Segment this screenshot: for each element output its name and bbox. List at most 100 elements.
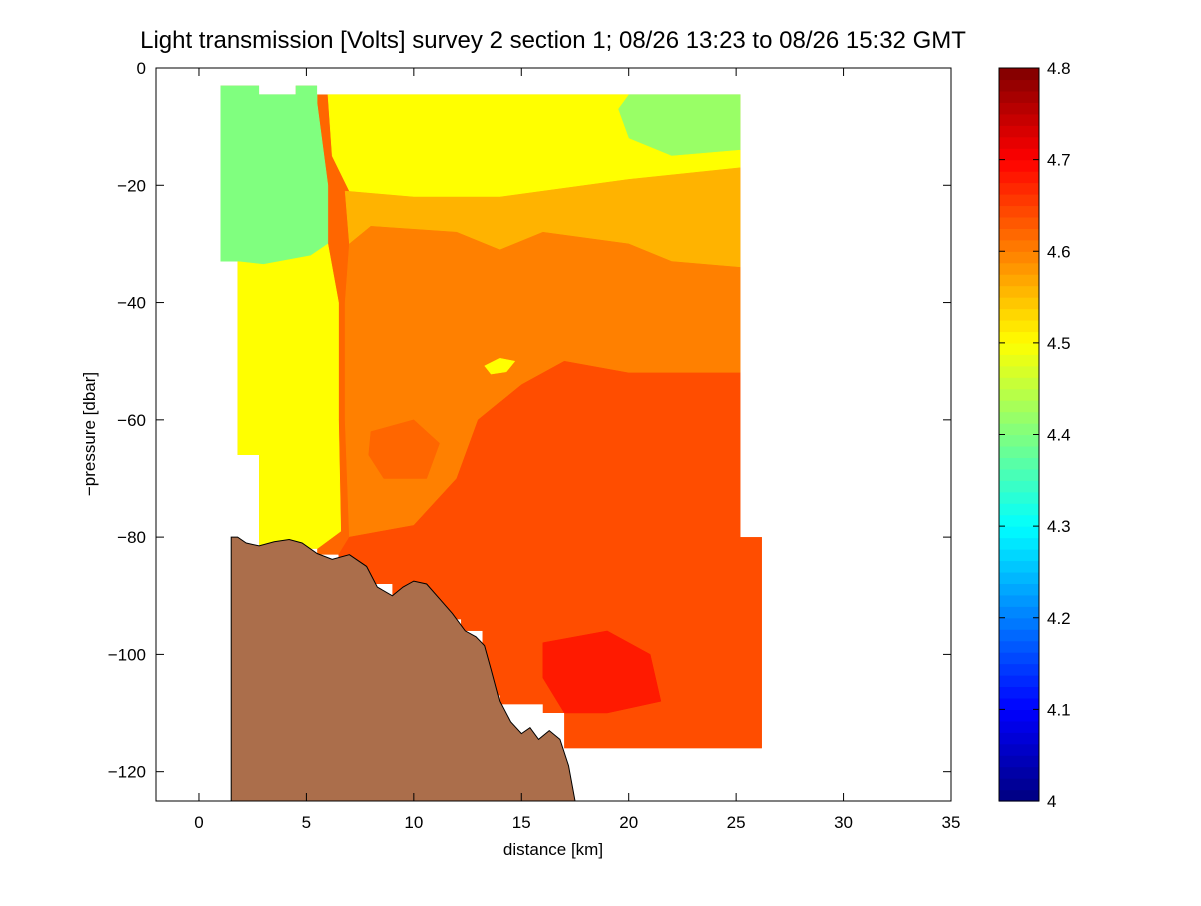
colorbar-band-39 xyxy=(999,342,1039,355)
colorbar-band-43 xyxy=(999,297,1039,310)
bathymetry-layer xyxy=(230,536,576,801)
colorbar-band-54 xyxy=(999,171,1039,184)
y-tick-label-3: −60 xyxy=(117,411,146,430)
colorbar-band-44 xyxy=(999,285,1039,298)
colorbar-band-56 xyxy=(999,148,1039,161)
colorbar-band-7 xyxy=(999,709,1039,722)
x-axis: 0 5 10 15 20 25 30 35 xyxy=(194,68,960,832)
colorbar xyxy=(998,67,1040,802)
colorbar-band-35 xyxy=(999,388,1039,401)
field-region-7 xyxy=(542,630,662,714)
colorbar-band-29 xyxy=(999,457,1039,470)
colorbar-band-38 xyxy=(999,354,1039,367)
colorbar-tick-label-6: 4.6 xyxy=(1047,242,1071,261)
colorbar-band-60 xyxy=(999,102,1039,115)
colorbar-band-12 xyxy=(999,652,1039,665)
colorbar-band-21 xyxy=(999,549,1039,562)
colorbar-band-37 xyxy=(999,365,1039,378)
colorbar-band-50 xyxy=(999,216,1039,229)
x-tick-label-1: 5 xyxy=(302,813,311,832)
colorbar-band-11 xyxy=(999,663,1039,676)
colorbar-band-62 xyxy=(999,79,1039,92)
colorbar-band-52 xyxy=(999,193,1039,207)
colorbar-axis: 4 4.1 4.2 4.3 4.4 4.5 4.6 4.7 4.8 xyxy=(999,59,1071,811)
colorbar-band-61 xyxy=(999,90,1039,103)
x-tick-label-6: 30 xyxy=(834,813,853,832)
x-tick-label-3: 15 xyxy=(512,813,531,832)
field-region-8 xyxy=(368,419,440,479)
x-tick-label-7: 35 xyxy=(942,813,961,832)
colorbar-band-32 xyxy=(999,423,1039,436)
colorbar-band-14 xyxy=(999,629,1039,642)
colorbar-band-19 xyxy=(999,571,1039,584)
colorbar-band-8 xyxy=(999,697,1039,710)
colorbar-band-16 xyxy=(999,606,1039,619)
colorbar-band-41 xyxy=(999,319,1039,333)
colorbar-band-28 xyxy=(999,468,1039,481)
colorbar-tick-label-1: 4.1 xyxy=(1047,700,1071,719)
colorbar-band-48 xyxy=(999,239,1039,252)
x-tick-label-2: 10 xyxy=(404,813,423,832)
x-axis-label: distance [km] xyxy=(503,840,603,859)
x-tick-label-4: 20 xyxy=(619,813,638,832)
colorbar-band-55 xyxy=(999,159,1039,172)
field-region-0 xyxy=(220,85,329,265)
colorbar-band-40 xyxy=(999,331,1039,344)
colorbar-band-6 xyxy=(999,720,1039,733)
colorbar-band-45 xyxy=(999,274,1039,287)
colorbar-band-0 xyxy=(999,789,1039,802)
colorbar-band-18 xyxy=(999,583,1039,596)
y-tick-label-5: −100 xyxy=(108,645,146,664)
colorbar-tick-label-3: 4.3 xyxy=(1047,517,1071,536)
chart-title: Light transmission [Volts] survey 2 sect… xyxy=(140,27,966,54)
colorbar-band-23 xyxy=(999,526,1039,539)
colorbar-band-59 xyxy=(999,113,1039,126)
colorbar-band-27 xyxy=(999,480,1039,493)
colorbar-band-13 xyxy=(999,640,1039,653)
colorbar-tick-label-7: 4.7 xyxy=(1047,151,1071,170)
colorbar-band-30 xyxy=(999,445,1039,458)
colorbar-band-4 xyxy=(999,743,1039,756)
colorbar-band-25 xyxy=(999,503,1039,516)
y-tick-label-6: −120 xyxy=(108,763,146,782)
colorbar-band-36 xyxy=(999,377,1039,390)
y-axis: 0 −20 −40 −60 −80 −100 −120 xyxy=(108,59,951,782)
colorbar-band-51 xyxy=(999,205,1039,218)
x-tick-label-0: 0 xyxy=(194,813,203,832)
colorbar-band-3 xyxy=(999,755,1039,768)
colorbar-tick-label-5: 4.5 xyxy=(1047,334,1071,353)
plot-frame xyxy=(155,67,952,802)
colorbar-band-42 xyxy=(999,308,1039,321)
colorbar-band-58 xyxy=(999,125,1039,138)
colorbar-tick-label-2: 4.2 xyxy=(1047,609,1071,628)
colorbar-band-47 xyxy=(999,251,1039,264)
colorbar-band-33 xyxy=(999,411,1039,424)
field-region-2 xyxy=(237,243,342,550)
colorbar-band-2 xyxy=(999,766,1039,779)
field-region-9 xyxy=(484,358,516,375)
colorbar-band-5 xyxy=(999,732,1039,745)
colorbar-band-15 xyxy=(999,617,1039,630)
colorbar-band-22 xyxy=(999,537,1039,550)
colorbar-band-10 xyxy=(999,675,1039,688)
colorbar-band-34 xyxy=(999,400,1039,413)
colorbar-band-46 xyxy=(999,262,1039,275)
colorbar-band-57 xyxy=(999,136,1039,149)
colorbar-band-53 xyxy=(999,182,1039,195)
x-tick-label-5: 25 xyxy=(727,813,746,832)
colorbar-band-1 xyxy=(999,778,1039,791)
colorbar-band-20 xyxy=(999,560,1039,573)
y-axis-label: −pressure [dbar] xyxy=(80,372,99,496)
colorbar-band-17 xyxy=(999,594,1039,607)
y-tick-label-1: −20 xyxy=(117,176,146,195)
colorbar-tick-label-4: 4.4 xyxy=(1047,426,1071,445)
colorbar-band-9 xyxy=(999,686,1039,699)
y-tick-label-2: −40 xyxy=(117,294,146,313)
seafloor-bathymetry xyxy=(230,536,576,801)
data-field xyxy=(220,85,762,749)
y-tick-label-0: 0 xyxy=(137,59,146,78)
colorbar-band-31 xyxy=(999,434,1039,447)
colorbar-band-26 xyxy=(999,491,1039,504)
